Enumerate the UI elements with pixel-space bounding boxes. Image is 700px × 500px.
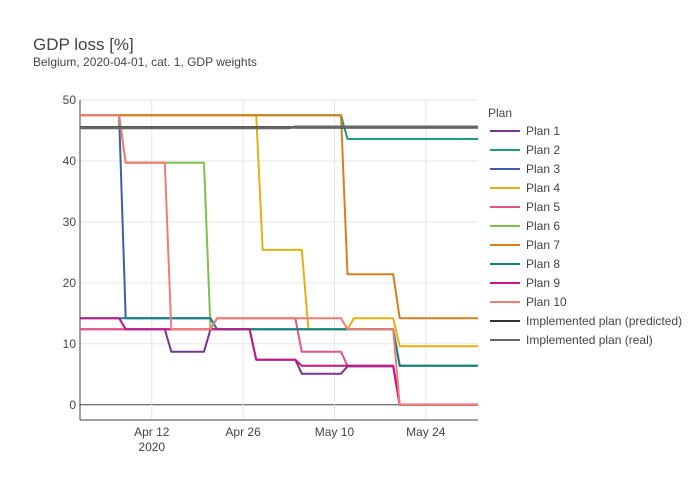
y-tick-label: 40 (63, 154, 77, 168)
chart-title: GDP loss [%] (33, 35, 134, 54)
series-line-plan-10 (80, 114, 478, 406)
x-tick-label: Apr 12 (134, 425, 170, 439)
legend-title: Plan (488, 106, 512, 120)
legend-item[interactable]: Plan 8 (490, 257, 560, 271)
legend-label: Plan 7 (526, 238, 560, 252)
x-tick-label: May 10 (315, 425, 355, 439)
legend-item[interactable]: Plan 3 (490, 162, 560, 176)
series-line-plan-9 (80, 317, 478, 406)
legend-item[interactable]: Plan 10 (490, 295, 567, 309)
legend-label: Plan 6 (526, 219, 560, 233)
y-tick-label: 10 (63, 337, 77, 351)
series-line-plan-1 (80, 328, 478, 406)
legend-label: Plan 3 (526, 162, 560, 176)
chart-subtitle: Belgium, 2020-04-01, cat. 1, GDP weights (33, 55, 257, 69)
y-tick-label: 50 (63, 93, 77, 107)
y-tick-label: 20 (63, 276, 77, 290)
legend-label: Plan 10 (526, 295, 567, 309)
legend-item[interactable]: Plan 5 (490, 200, 560, 214)
gridlines (80, 99, 478, 420)
legend-item[interactable]: Plan 4 (490, 181, 560, 195)
series-line-plan-8 (80, 317, 478, 367)
legend-item[interactable]: Implemented plan (real) (490, 333, 653, 347)
legend-label: Plan 9 (526, 276, 560, 290)
legend-label: Plan 2 (526, 143, 560, 157)
legend-label: Implemented plan (real) (526, 333, 653, 347)
x-tick-sublabel: 2020 (138, 440, 165, 454)
series-line-plan-7 (80, 114, 478, 320)
legend-label: Plan 1 (526, 124, 560, 138)
x-tick-label: May 24 (406, 425, 446, 439)
series-line-plan-4 (80, 114, 478, 348)
legend-item[interactable]: Plan 9 (490, 276, 560, 290)
x-tick-label: Apr 26 (225, 425, 261, 439)
legend-item[interactable]: Implemented plan (predicted) (490, 314, 682, 328)
series-lines (80, 114, 478, 406)
legend-item[interactable]: Plan 7 (490, 238, 560, 252)
y-tick-label: 30 (63, 215, 77, 229)
legend[interactable]: Plan Plan 1 Plan 2 Plan 3 Plan 4 Plan 5 Plan … (488, 106, 682, 347)
series-line-implemented-plan-real (80, 125, 478, 130)
legend-item[interactable]: Plan 2 (490, 143, 560, 157)
y-tick-label: 0 (69, 398, 76, 412)
legend-label: Plan 8 (526, 257, 560, 271)
legend-label: Plan 5 (526, 200, 560, 214)
legend-item[interactable]: Plan 1 (490, 124, 560, 138)
legend-label: Implemented plan (predicted) (526, 314, 682, 328)
legend-item[interactable]: Plan 6 (490, 219, 560, 233)
legend-label: Plan 4 (526, 181, 560, 195)
series-line-plan-5 (80, 317, 478, 406)
